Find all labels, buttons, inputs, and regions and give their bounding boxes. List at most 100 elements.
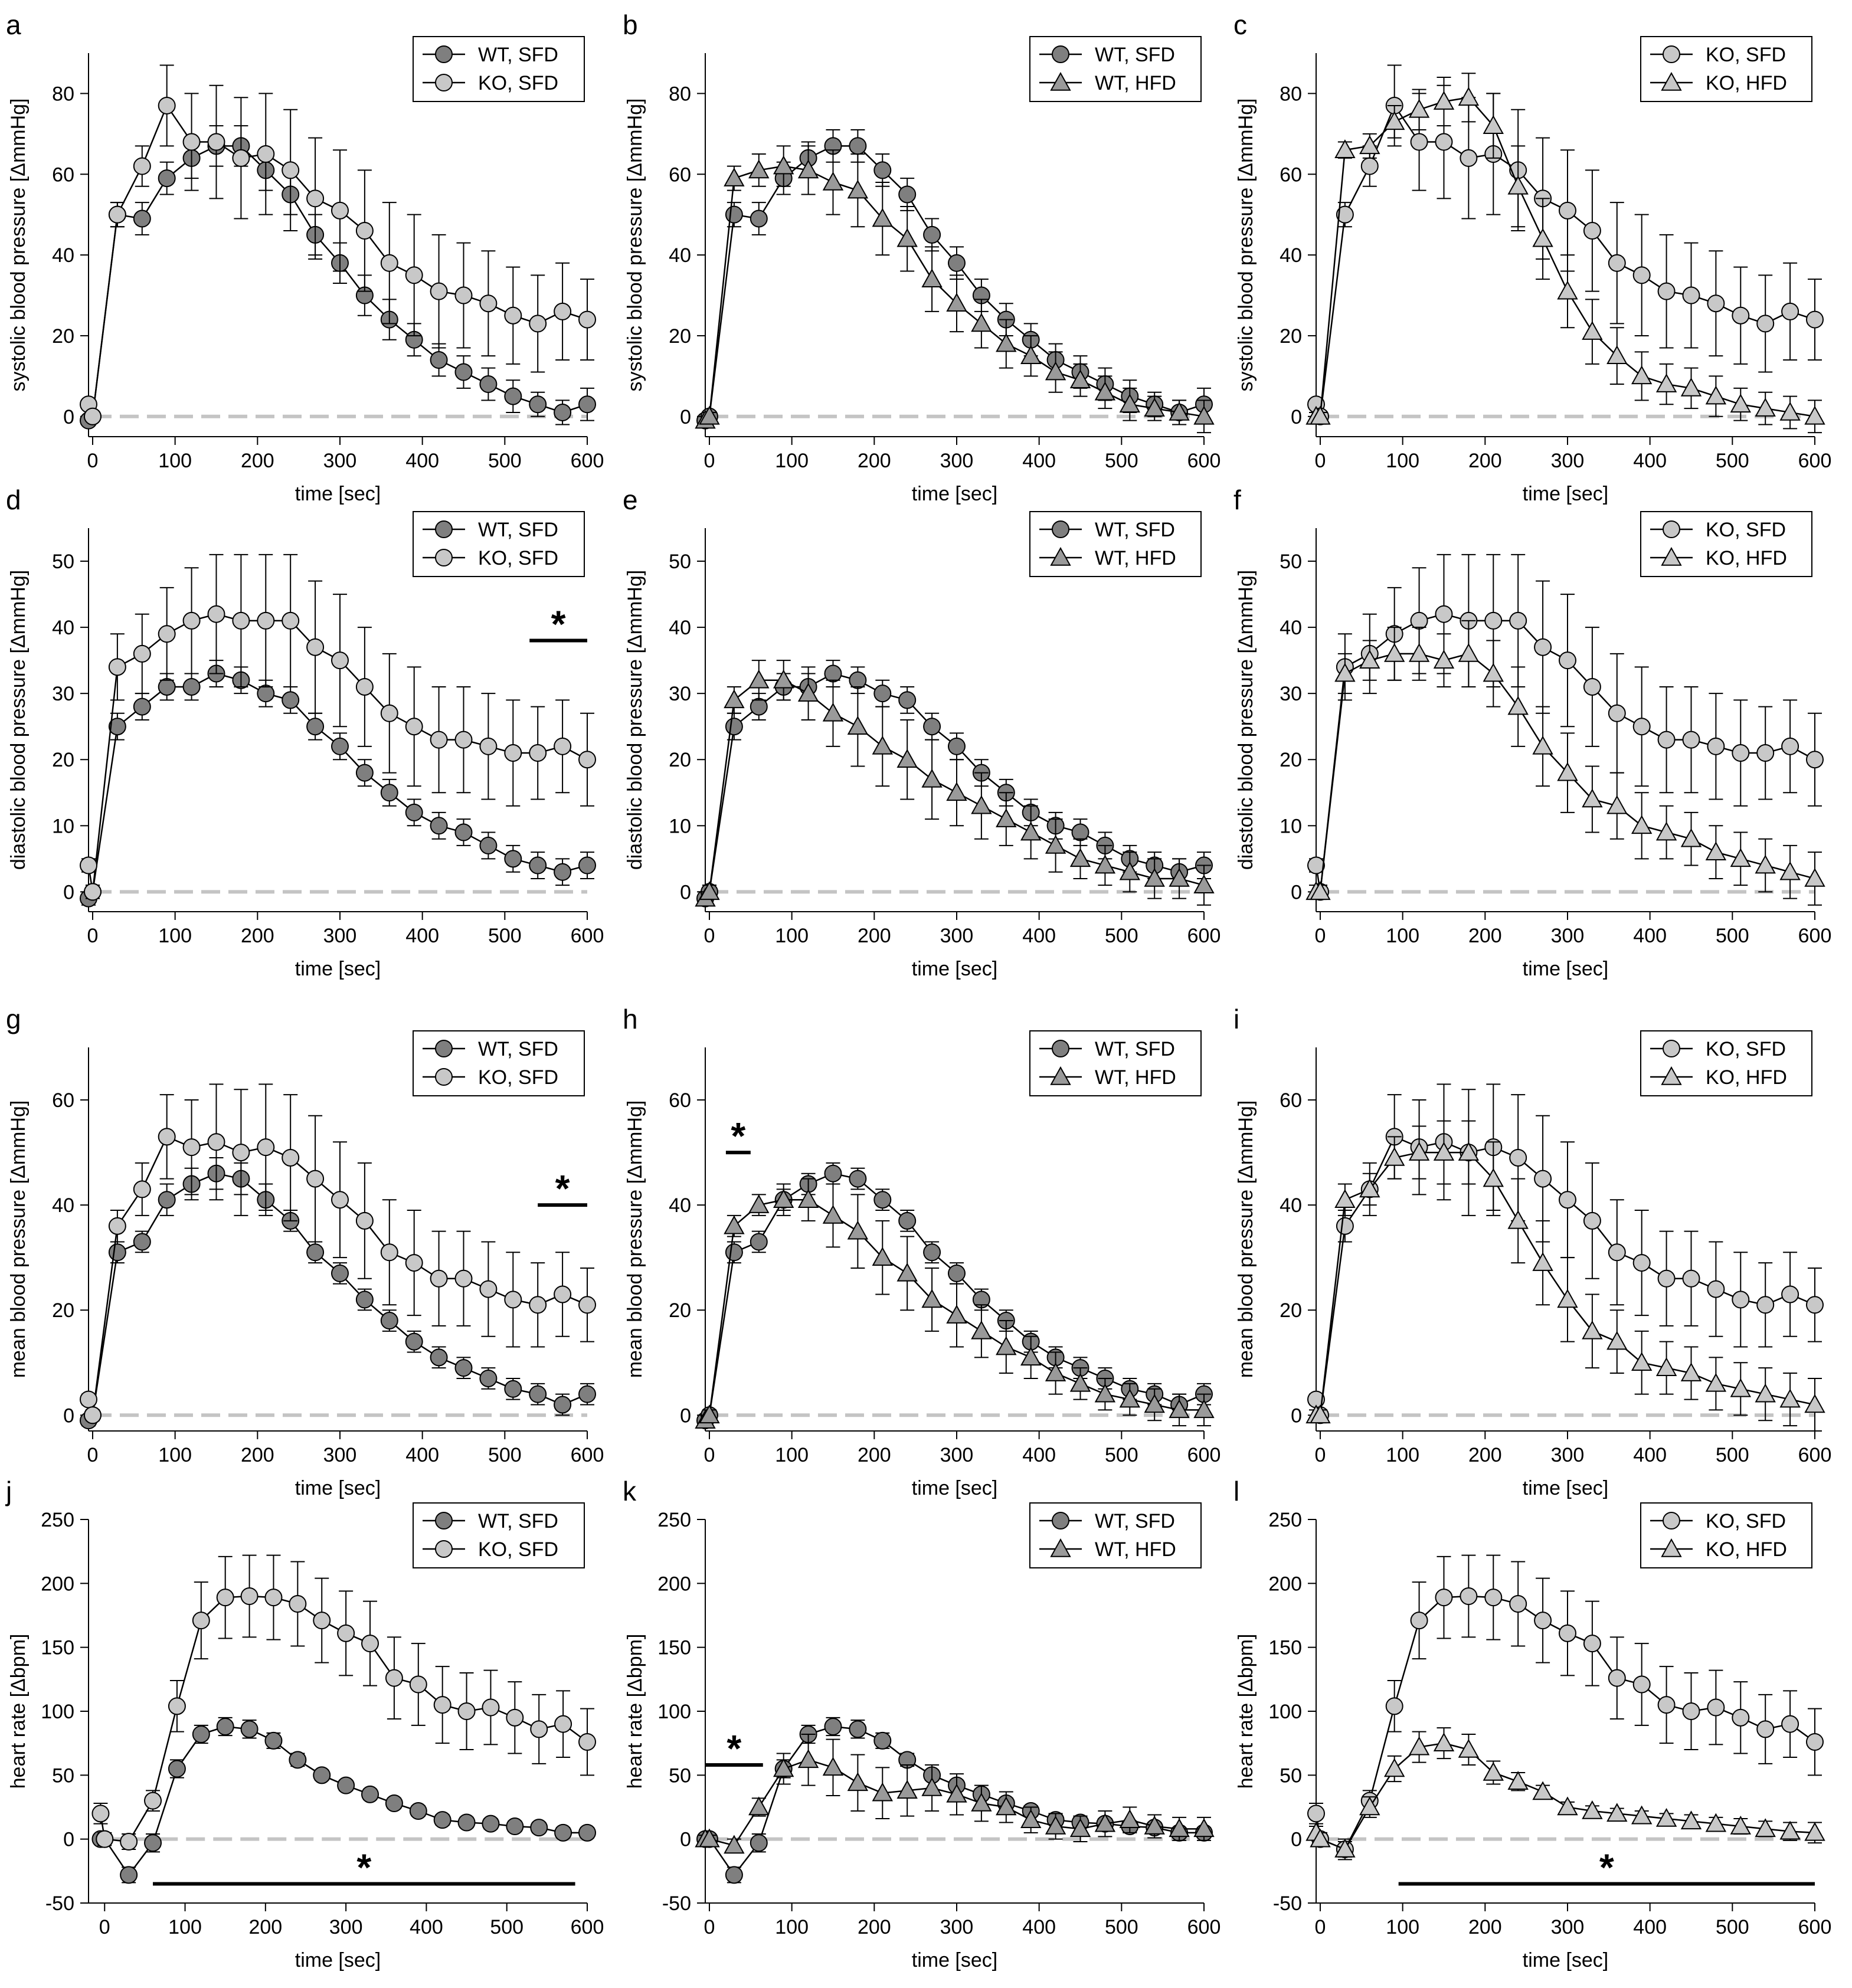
data-point-circle bbox=[182, 611, 201, 630]
x-tick-label: 400 bbox=[1633, 1916, 1667, 1938]
x-tick-label: 0 bbox=[1315, 1916, 1326, 1938]
data-point-triangle bbox=[1020, 345, 1042, 364]
x-tick-label: 400 bbox=[1022, 925, 1056, 947]
data-point-circle bbox=[1682, 286, 1700, 304]
data-point-circle bbox=[1756, 744, 1775, 762]
data-point-circle bbox=[182, 1138, 201, 1157]
y-tick-label: 20 bbox=[52, 325, 74, 348]
data-point-circle bbox=[1534, 1612, 1552, 1630]
data-point-triangle bbox=[1483, 1168, 1504, 1187]
data-point-circle bbox=[1781, 1715, 1799, 1733]
y-tick-label: 40 bbox=[1280, 244, 1302, 267]
data-point-circle bbox=[380, 704, 398, 722]
series-line bbox=[705, 145, 1205, 421]
data-point-circle bbox=[923, 718, 941, 736]
data-point-circle bbox=[1307, 1804, 1325, 1823]
x-axis-label: time [sec] bbox=[912, 483, 997, 505]
series-ko-sfd bbox=[91, 1554, 596, 1851]
series-wt-sfd bbox=[696, 1162, 1213, 1430]
x-axis-label: time [sec] bbox=[912, 1477, 997, 1499]
data-point-triangle bbox=[1408, 1736, 1430, 1756]
data-point-circle bbox=[873, 1731, 892, 1750]
data-point-triangle bbox=[797, 1749, 819, 1768]
data-point-triangle bbox=[1408, 1142, 1430, 1161]
data-point-circle bbox=[430, 282, 448, 300]
data-point-circle bbox=[482, 1815, 500, 1833]
x-tick-label: 500 bbox=[488, 1444, 522, 1466]
data-point-circle bbox=[1657, 1696, 1676, 1714]
data-point-triangle bbox=[1069, 1818, 1091, 1838]
x-tick-label: 400 bbox=[1022, 450, 1056, 472]
y-axis-label: diastolic blood pressure [ΔmmHg] bbox=[1235, 570, 1257, 870]
x-tick-label: 0 bbox=[87, 450, 99, 472]
data-point-triangle bbox=[699, 881, 720, 900]
x-axis-label: time [sec] bbox=[912, 958, 997, 980]
significance-star: * bbox=[731, 1115, 745, 1157]
data-point-triangle bbox=[946, 293, 967, 312]
x-tick-label: 300 bbox=[940, 925, 974, 947]
data-point-circle bbox=[168, 1697, 186, 1715]
data-point-triangle bbox=[1557, 762, 1578, 781]
data-point-circle bbox=[232, 149, 250, 167]
y-axis-label: systolic blood pressure [ΔmmHg] bbox=[624, 99, 646, 392]
series-line bbox=[704, 673, 1205, 899]
legend-marker-circle bbox=[1052, 1040, 1069, 1057]
data-point-triangle bbox=[1069, 369, 1091, 389]
data-point-circle bbox=[240, 1587, 259, 1605]
x-tick-label: 100 bbox=[168, 1916, 202, 1938]
data-point-triangle bbox=[1730, 1815, 1751, 1835]
data-point-circle bbox=[80, 856, 97, 875]
panel-c: c 0 100 200 300 400 500 600 0 20 40 60 80 time [sec] s… bbox=[1233, 9, 1831, 505]
y-tick-label: 50 bbox=[669, 551, 691, 573]
y-tick-label: 60 bbox=[1280, 1089, 1302, 1112]
data-point-circle bbox=[529, 395, 547, 414]
x-tick-label: 200 bbox=[241, 1444, 274, 1466]
y-tick-label: 80 bbox=[669, 83, 691, 105]
data-point-circle bbox=[207, 133, 225, 151]
panel-f: f 0 100 200 300 400 500 600 0 10 20 30 40 50 time [sec… bbox=[1233, 484, 1831, 980]
data-point-circle bbox=[1410, 611, 1428, 630]
data-point-triangle bbox=[1582, 321, 1603, 340]
data-point-triangle bbox=[1193, 875, 1215, 893]
y-axis-label: mean blood pressure [ΔmmHg] bbox=[7, 1101, 30, 1378]
y-axis-label: systolic blood pressure [ΔmmHg] bbox=[7, 99, 30, 392]
data-point-triangle bbox=[1119, 394, 1140, 413]
y-tick-label: -50 bbox=[45, 1892, 74, 1915]
data-point-triangle bbox=[1169, 1399, 1190, 1419]
data-point-circle bbox=[133, 209, 151, 228]
data-point-circle bbox=[355, 1291, 374, 1309]
x-tick-label: 600 bbox=[1187, 450, 1221, 472]
legend-label: WT, HFD bbox=[1095, 547, 1176, 569]
x-tick-label: 0 bbox=[704, 450, 715, 472]
data-point-circle bbox=[824, 1718, 842, 1735]
data-point-triangle bbox=[1582, 1320, 1603, 1339]
x-tick-label: 0 bbox=[1315, 925, 1326, 947]
panel-letter: g bbox=[6, 1004, 21, 1034]
data-point-circle bbox=[182, 133, 201, 151]
data-point-circle bbox=[158, 1128, 176, 1146]
legend-label: KO, SFD bbox=[478, 72, 558, 94]
data-point-triangle bbox=[1606, 345, 1628, 364]
data-point-circle bbox=[409, 1675, 427, 1694]
x-tick-label: 500 bbox=[1716, 450, 1749, 472]
x-tick-label: 200 bbox=[248, 1916, 282, 1938]
y-tick-label: 60 bbox=[52, 163, 74, 186]
data-point-circle bbox=[1509, 1595, 1527, 1613]
x-tick-label: 500 bbox=[1105, 450, 1138, 472]
data-point-circle bbox=[1632, 266, 1651, 284]
data-point-triangle bbox=[996, 333, 1017, 352]
data-point-circle bbox=[578, 856, 596, 875]
x-tick-label: 400 bbox=[1633, 925, 1667, 947]
x-tick-label: 600 bbox=[1798, 450, 1832, 472]
data-point-triangle bbox=[1730, 394, 1751, 413]
data-point-circle bbox=[216, 1589, 234, 1607]
data-point-triangle bbox=[996, 808, 1017, 827]
data-point-triangle bbox=[1557, 1289, 1578, 1308]
y-axis-label: mean blood pressure [ΔmmHg] bbox=[1235, 1101, 1257, 1378]
data-point-triangle bbox=[1655, 1807, 1677, 1827]
data-point-triangle bbox=[847, 716, 869, 735]
series-wt-sfd bbox=[91, 1717, 596, 1884]
data-point-circle bbox=[725, 1243, 743, 1262]
data-point-circle bbox=[83, 883, 102, 901]
